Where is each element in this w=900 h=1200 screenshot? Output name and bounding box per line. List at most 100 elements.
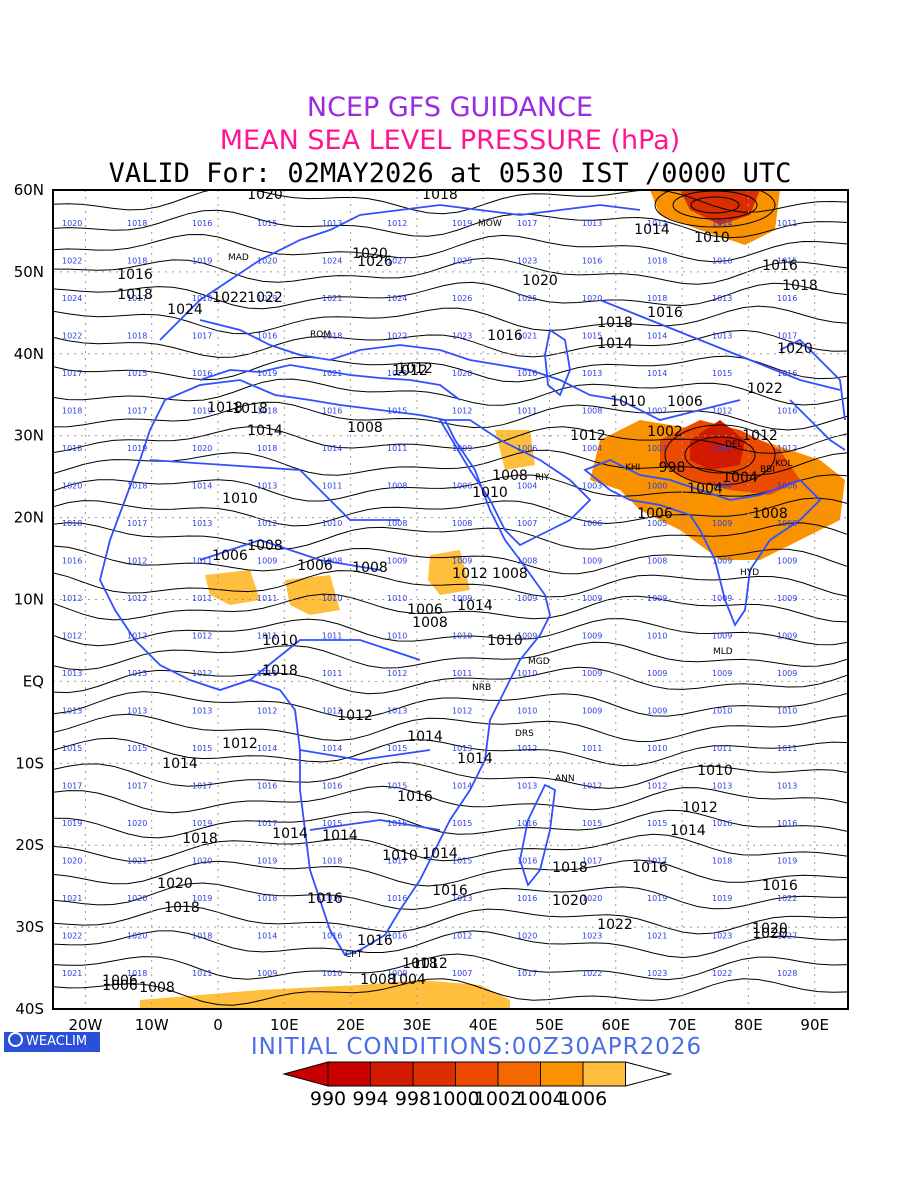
station-value: 1023 — [452, 332, 472, 341]
lon-label: 30E — [403, 1016, 432, 1034]
station-value: 1008 — [777, 519, 797, 528]
isobar-label: 1002 — [647, 424, 683, 440]
isobar-label: 1018 — [182, 831, 218, 847]
station-value: 1013 — [257, 482, 277, 491]
station-value: 1020 — [127, 932, 147, 941]
station-value: 1020 — [517, 932, 537, 941]
isobar — [53, 190, 848, 215]
isobar-label: 1018 — [402, 956, 438, 972]
station-value: 1013 — [387, 707, 407, 716]
isobar — [53, 355, 848, 383]
station-value: 1015 — [192, 744, 212, 753]
station-value: 1012 — [62, 632, 82, 641]
chart-title-model: NCEP GFS GUIDANCE — [306, 92, 594, 123]
station-value: 1015 — [127, 744, 147, 753]
station-value: 1013 — [452, 894, 472, 903]
isobar-label: 1018 — [422, 187, 458, 203]
station-value: 1027 — [387, 257, 407, 266]
lat-label: 60N — [14, 181, 44, 199]
station-value: 1009 — [777, 557, 797, 566]
station-value: 1011 — [582, 744, 602, 753]
isobar-label: 1020 — [352, 246, 388, 262]
station-value: 1020 — [192, 857, 212, 866]
station-value: 1011 — [322, 669, 342, 678]
lat-label: 50N — [14, 263, 44, 281]
station-value: 1022 — [62, 932, 82, 941]
isobar-label: 1010 — [697, 763, 733, 779]
legend-swatch — [370, 1061, 414, 1087]
station-value: 1018 — [257, 407, 277, 416]
station-value: 1017 — [582, 857, 602, 866]
isobar-label: 1014 — [457, 751, 493, 767]
isobar — [53, 545, 848, 575]
station-value: 1010 — [517, 669, 537, 678]
isobar-label: 1012 — [742, 428, 778, 444]
station-value: 1011 — [452, 669, 472, 678]
isobar-label: 1012 — [222, 736, 258, 752]
station-value: 1016 — [777, 294, 797, 303]
isobar-label: 1018 — [552, 860, 588, 876]
station-value: 1012 — [387, 669, 407, 678]
station-value: 1009 — [582, 557, 602, 566]
isobar-label: 1004 — [687, 481, 723, 497]
station-value: 1021 — [127, 857, 147, 866]
station-value: 1020 — [62, 482, 82, 491]
station-value: 1008 — [517, 557, 537, 566]
station-value: 1017 — [192, 782, 212, 791]
station-value: 1010 — [517, 707, 537, 716]
isobar — [53, 737, 848, 767]
coastlines-and-borders — [99, 204, 846, 957]
legend-swatch — [582, 1061, 626, 1087]
lon-label: 20E — [336, 1016, 365, 1034]
station-value: 1015 — [322, 819, 342, 828]
station-value: 1011 — [517, 407, 537, 416]
station-value: 1015 — [257, 219, 277, 228]
station-value: 1014 — [452, 782, 472, 791]
station-value: 1011 — [322, 482, 342, 491]
station-value: 1012 — [452, 932, 472, 941]
isobar-lines — [53, 190, 848, 1006]
station-value: 1013 — [192, 707, 212, 716]
isobar-label: 1022 — [212, 290, 248, 306]
isobar-label: 1014 — [322, 828, 358, 844]
station-value: 1022 — [712, 969, 732, 978]
station-value: 1020 — [127, 894, 147, 903]
station-value: 1018 — [192, 932, 212, 941]
isobar — [53, 691, 848, 719]
station-value: 1023 — [712, 932, 732, 941]
isobar-label: 1008 — [247, 538, 283, 554]
station-value: 1008 — [712, 444, 732, 453]
station-value: 1015 — [62, 744, 82, 753]
station-value: 1016 — [257, 782, 277, 791]
station-value: 1010 — [777, 707, 797, 716]
isobar-label: 1016 — [762, 878, 798, 894]
station-value: 1018 — [322, 332, 342, 341]
latitude-axis-labels: 60N 50N 40N 30N 20N 10N EQ 10S 20S 30S 40S — [14, 181, 44, 1018]
station-value: 1009 — [712, 594, 732, 603]
lon-label: 80E — [734, 1016, 763, 1034]
isobar-label: 1018 — [782, 278, 818, 294]
isobar-label: 1010 — [694, 230, 730, 246]
lat-label: 40N — [14, 345, 44, 363]
station-value: 1009 — [712, 632, 732, 641]
station-value: 1023 — [387, 369, 407, 378]
isobar — [53, 641, 848, 671]
lon-label: 90E — [800, 1016, 829, 1034]
station-value: 1012 — [127, 557, 147, 566]
isobar-label: 1012 — [397, 361, 433, 377]
map-frame — [52, 189, 849, 1010]
city-code: ANN — [555, 774, 575, 784]
station-value: 1017 — [127, 782, 147, 791]
lat-label: 40S — [15, 1000, 44, 1018]
isobar-label: 1014 — [634, 222, 670, 238]
station-value: 1012 — [192, 632, 212, 641]
station-value: 1014 — [257, 744, 277, 753]
station-value: 1015 — [387, 407, 407, 416]
station-value: 1018 — [647, 294, 667, 303]
station-value: 1014 — [322, 744, 342, 753]
station-value: 1012 — [647, 219, 667, 228]
station-value: 1004 — [582, 444, 602, 453]
city-code: HYD — [740, 568, 759, 578]
station-values-layer: 1020 1018 1016 1015 1013 1012 1019 1017 1013 1012… — [62, 219, 797, 978]
isobar-label: 1016 — [307, 891, 343, 907]
